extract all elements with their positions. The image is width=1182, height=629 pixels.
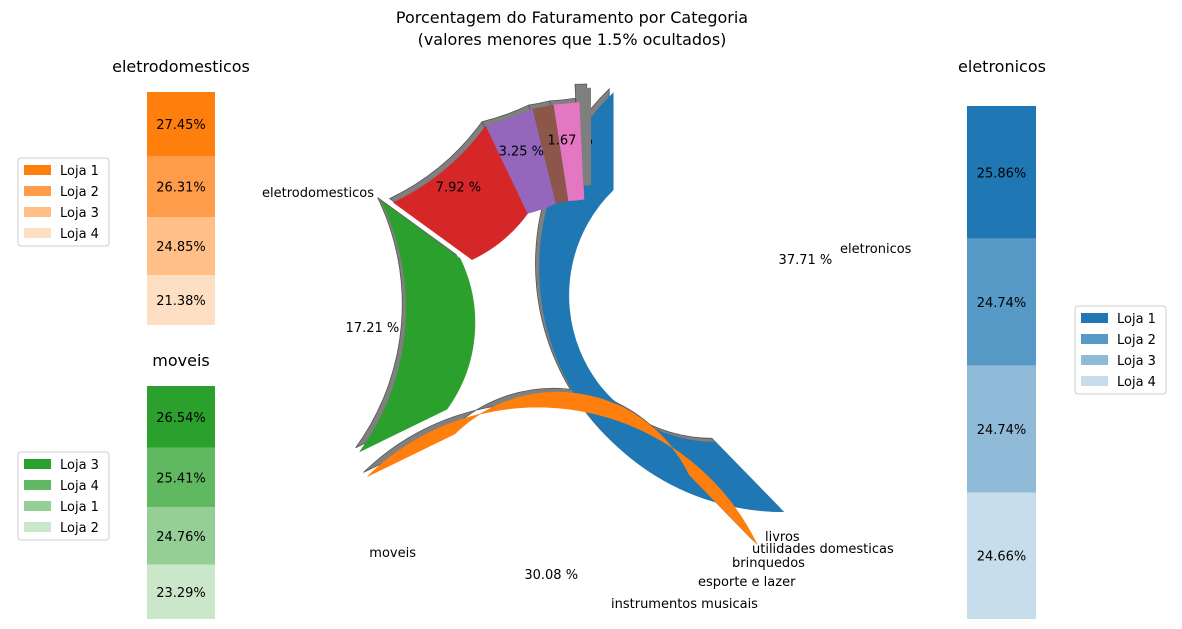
legend-label: Loja 1 xyxy=(60,500,99,515)
wedge-category-label: eletronicos xyxy=(840,242,912,257)
legend-label: Loja 3 xyxy=(60,458,99,473)
bar-segment-loja-2 xyxy=(147,564,215,619)
bar-segment-loja-2 xyxy=(967,238,1036,366)
legend-swatch xyxy=(1081,313,1108,323)
wedge-category-label: moveis xyxy=(369,546,416,561)
wedge-utilidades-domesticas xyxy=(553,101,585,202)
legend-box xyxy=(17,157,110,247)
legend-label: Loja 1 xyxy=(60,164,99,179)
legend: Loja 1 Loja 2 Loja 3 Loja 4 xyxy=(17,157,110,247)
bar-segment-label: 26.31% xyxy=(156,181,206,196)
legend-swatch xyxy=(24,480,51,490)
panel-title: eletronicos xyxy=(958,57,1046,76)
bar-segment-loja-3 xyxy=(967,365,1036,493)
wedge-moveis xyxy=(359,201,476,453)
wedge-pct-label: 17.21 % xyxy=(346,321,400,336)
bar-segment-loja-1 xyxy=(147,507,215,565)
legend-swatch xyxy=(1081,376,1108,386)
stacked-bar-panels: eletrodomesticos 27.45% 26.31% 24.85% 21.38%… xyxy=(17,57,1167,619)
wedge-category-label: livros xyxy=(765,530,800,545)
legend-swatch xyxy=(1081,355,1108,365)
wedge-category-label: esporte e lazer xyxy=(698,575,796,590)
bar-segment-loja-4 xyxy=(967,492,1036,619)
bar-segment-label: 24.74% xyxy=(977,296,1027,311)
bar-segment-loja-1 xyxy=(147,92,215,156)
bar-segment-label: 21.38% xyxy=(156,294,206,309)
legend-swatch xyxy=(24,501,51,511)
legend-box xyxy=(1074,305,1167,395)
panel-title: moveis xyxy=(152,351,209,370)
wedge-eletrodomesticos xyxy=(367,392,758,545)
legend: Loja 1 Loja 2 Loja 3 Loja 4 xyxy=(1074,305,1167,395)
wedge-livros xyxy=(578,87,591,186)
wedge-category-label: brinquedos xyxy=(732,556,805,571)
legend-box xyxy=(17,451,110,541)
legend-label: Loja 2 xyxy=(60,521,99,536)
bar-segment-label: 24.66% xyxy=(977,550,1027,565)
legend: Loja 3 Loja 4 Loja 1 Loja 2 xyxy=(17,451,110,541)
bar-segment-label: 27.45% xyxy=(156,118,206,133)
bar-segment-label: 24.85% xyxy=(156,240,206,255)
legend-label: Loja 2 xyxy=(60,185,99,200)
wedge-instrumentos-musicais xyxy=(393,125,529,260)
bar-segment-loja-3 xyxy=(147,217,215,276)
chart-title: Porcentagem do Faturamento por Categoria xyxy=(396,8,748,27)
legend-label: Loja 4 xyxy=(60,479,99,494)
wedge-pct-label: 3.25 % xyxy=(499,145,544,160)
legend-swatch xyxy=(24,207,51,217)
bar-segment-label: 25.86% xyxy=(977,166,1027,181)
bar-segment-loja-2 xyxy=(147,155,215,218)
bar-segment-loja-1 xyxy=(967,106,1036,239)
bar-panel-eletronicos: eletronicos 25.86% 24.74% 24.74% 24.66% Loja … xyxy=(958,57,1167,619)
legend-label: Loja 4 xyxy=(60,227,99,242)
legend-label: Loja 3 xyxy=(1117,354,1156,369)
legend-swatch xyxy=(24,522,51,532)
legend-label: Loja 2 xyxy=(1117,333,1156,348)
wedge-category-label: utilidades domesticas xyxy=(752,542,894,557)
bar-segment-label: 25.41% xyxy=(156,471,206,486)
bar-segment-label: 24.76% xyxy=(156,530,206,545)
legend-swatch xyxy=(24,228,51,238)
legend-label: Loja 4 xyxy=(1117,375,1156,390)
wedge-pct-label: 30.08 % xyxy=(524,568,578,583)
panel-title: eletrodomesticos xyxy=(112,57,250,76)
bar-segment-loja-3 xyxy=(147,386,215,448)
bar-segment-loja-4 xyxy=(147,275,215,325)
bar-panel-eletrodomesticos: eletrodomesticos 27.45% 26.31% 24.85% 21.38%… xyxy=(17,57,250,325)
chart-subtitle: (valores menores que 1.5% ocultados) xyxy=(418,30,727,49)
wedge-pct-label: 7.92 % xyxy=(436,181,481,196)
donut-chart: 37.71 % eletronicos 30.08 % eletrodomestico… xyxy=(262,83,912,612)
bar-segment-label: 24.74% xyxy=(977,423,1027,438)
legend-swatch xyxy=(24,165,51,175)
legend-swatch xyxy=(24,459,51,469)
legend-label: Loja 3 xyxy=(60,206,99,221)
bar-segment-loja-4 xyxy=(147,447,215,508)
legend-swatch xyxy=(1081,334,1108,344)
wedge-category-label: eletrodomesticos xyxy=(262,186,374,201)
wedge-brinquedos xyxy=(532,104,569,204)
wedge-esporte-e-lazer xyxy=(485,108,557,214)
wedge-pct-label: 37.71 % xyxy=(779,253,833,268)
bar-segment-label: 26.54% xyxy=(156,411,206,426)
bar-segment-label: 23.29% xyxy=(156,586,206,601)
legend-swatch xyxy=(24,186,51,196)
legend-label: Loja 1 xyxy=(1117,312,1156,327)
wedge-category-label: instrumentos musicais xyxy=(611,597,758,612)
